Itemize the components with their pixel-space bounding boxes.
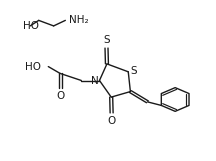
Text: O: O <box>108 116 116 126</box>
Text: O: O <box>56 91 64 101</box>
Text: S: S <box>130 66 137 76</box>
Text: S: S <box>103 35 110 45</box>
Text: HO: HO <box>25 62 41 72</box>
Text: NH₂: NH₂ <box>68 15 88 25</box>
Text: HO: HO <box>23 21 39 31</box>
Text: N: N <box>91 76 98 85</box>
